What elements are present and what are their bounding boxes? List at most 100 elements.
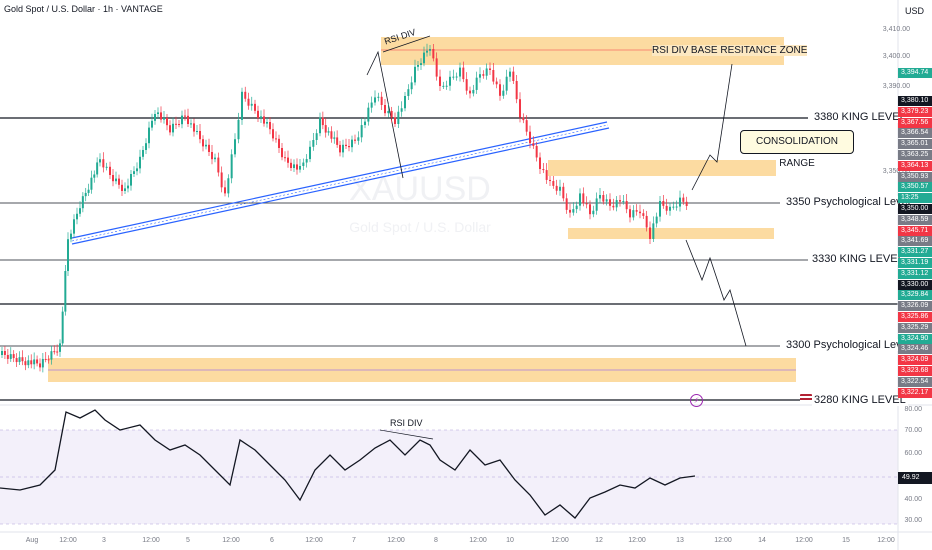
candle-body: [632, 210, 635, 218]
candle-body: [124, 188, 126, 191]
candle-body: [148, 127, 150, 144]
candle-body: [208, 144, 210, 152]
candle-body: [615, 200, 618, 208]
candle-body: [121, 184, 123, 191]
candle-body: [64, 271, 67, 312]
time-axis-tick: 12:00: [222, 537, 240, 544]
candle-body: [339, 144, 341, 153]
candle-body: [572, 209, 575, 213]
rsi-axis-tick: 40.00: [904, 496, 922, 503]
candle-body: [73, 219, 75, 234]
candle-body: [266, 122, 268, 124]
candle-body: [404, 96, 406, 109]
candle-body: [370, 102, 373, 108]
time-axis-tick: 14: [758, 537, 766, 544]
candle-body: [260, 116, 262, 118]
time-axis-tick: 6: [270, 537, 274, 544]
price-badge: 3,326.09: [898, 301, 932, 312]
candle-body: [420, 63, 422, 65]
candle-body: [417, 65, 419, 67]
candle-body: [662, 201, 665, 206]
candle-body: [241, 91, 243, 120]
candle-body: [502, 90, 505, 96]
candle-body: [659, 201, 661, 217]
price-badge: 13:25: [898, 193, 932, 204]
candle-body: [217, 157, 220, 173]
price-badge: 3,367.56: [898, 117, 932, 128]
candle-body: [599, 195, 601, 199]
candle-body: [105, 166, 108, 168]
price-badge: 3,394.74: [898, 68, 932, 78]
candle-body: [529, 131, 531, 144]
candle-body: [330, 131, 333, 139]
symbol-header[interactable]: Gold Spot / U.S. Dollar · 1h · VANTAGE: [4, 4, 163, 14]
us-flag-icon[interactable]: [800, 394, 812, 403]
level-label-3350: 3350 Psychological Level: [784, 196, 913, 208]
candle-body: [127, 185, 129, 189]
candle-body: [489, 68, 491, 70]
candle-body: [178, 124, 180, 125]
candle-body: [442, 85, 445, 87]
candle-body: [452, 76, 455, 78]
candle-body: [555, 185, 558, 191]
time-axis-tick: 12:00: [628, 537, 646, 544]
candle-body: [79, 208, 81, 214]
rsi-div-indicator-label: RSI DIV: [390, 418, 423, 428]
candle-body: [429, 49, 431, 51]
price-badge: 3,323.68: [898, 366, 932, 376]
level-label-3380: 3380 KING LEVEL: [812, 111, 908, 123]
time-axis-tick: 12:00: [795, 537, 813, 544]
price-axis-tick: 3,350.00: [882, 168, 910, 175]
level-label-3330: 3330 KING LEVEL: [810, 253, 906, 265]
svg-text:XAUUSD: XAUUSD: [349, 170, 491, 208]
time-axis-tick: 15: [842, 537, 850, 544]
candle-body: [154, 114, 156, 121]
candle-body: [272, 129, 274, 139]
candle-body: [275, 138, 277, 140]
time-axis-tick: 12:00: [305, 537, 323, 544]
price-badge: 3,329.84: [898, 290, 932, 301]
rsi-axis-tick: 60.00: [904, 450, 922, 457]
candle-body: [612, 205, 615, 208]
lightning-icon[interactable]: ⚡: [690, 394, 703, 407]
time-axis-tick: Aug: [25, 537, 39, 544]
candle-body: [360, 125, 363, 138]
candle-body: [635, 210, 638, 212]
price-badge: 3,325.86: [898, 312, 932, 322]
candle-body: [39, 363, 41, 368]
candle-body: [645, 215, 648, 228]
time-axis-tick: 10: [506, 537, 514, 544]
price-badge: 3,324.46: [898, 344, 932, 355]
candle-body: [136, 168, 138, 172]
candle-body: [224, 187, 226, 194]
candle-body: [619, 200, 621, 202]
candle-body: [505, 76, 508, 91]
currency-label[interactable]: USD: [904, 6, 924, 16]
price-badge: 3,350.57: [898, 182, 932, 193]
candle-body: [462, 67, 465, 80]
candle-body: [312, 140, 315, 147]
candle-body: [181, 115, 183, 125]
price-badge: 3,350.00: [898, 204, 932, 214]
candle-body: [130, 174, 132, 186]
time-axis-tick: 13: [676, 537, 684, 544]
candle-body: [499, 84, 501, 96]
candle-body: [432, 49, 435, 59]
candle-body: [609, 199, 611, 206]
level-label-3280: 3280 KING LEVEL: [812, 394, 908, 406]
candle-body: [205, 144, 207, 147]
candle-body: [539, 157, 541, 169]
candle-body: [367, 107, 370, 122]
candle-body: [449, 76, 451, 86]
rsi-line: [0, 409, 696, 519]
candle-body: [682, 197, 685, 202]
candle-body: [435, 58, 438, 77]
candle-body: [639, 211, 641, 214]
candle-body: [354, 139, 356, 141]
candle-body: [214, 157, 216, 160]
candle-body: [552, 181, 555, 186]
candle-body: [21, 357, 24, 362]
candle-body: [81, 196, 84, 209]
candle-body: [579, 193, 581, 206]
